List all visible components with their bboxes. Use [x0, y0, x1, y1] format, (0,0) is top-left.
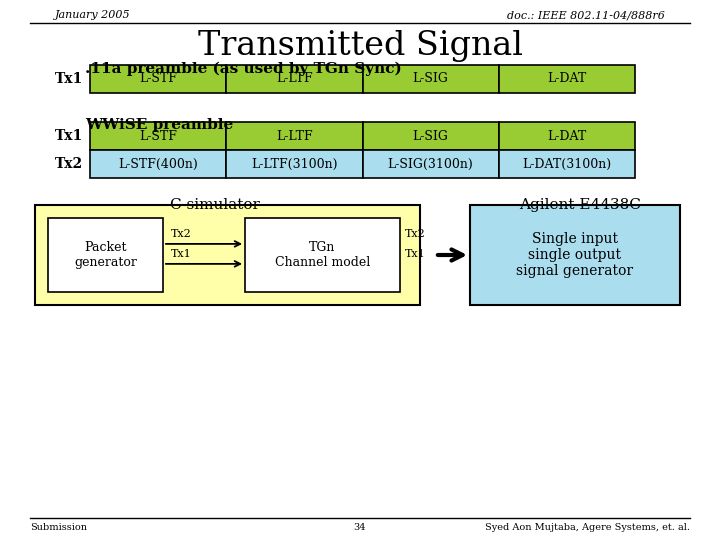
Text: L-DAT: L-DAT — [547, 130, 587, 143]
Text: L-DAT(3100n): L-DAT(3100n) — [522, 158, 611, 171]
Bar — [35, 205, 420, 305]
Bar — [90, 65, 226, 93]
Text: L-SIG: L-SIG — [413, 130, 449, 143]
Text: L-STF(400n): L-STF(400n) — [118, 158, 198, 171]
Text: doc.: IEEE 802.11-04/888r6: doc.: IEEE 802.11-04/888r6 — [507, 10, 665, 20]
Text: L-LTF: L-LTF — [276, 72, 312, 85]
Text: Tx2: Tx2 — [405, 229, 426, 239]
Text: WWiSE preamble: WWiSE preamble — [85, 118, 233, 132]
Text: January 2005: January 2005 — [55, 10, 130, 20]
Text: Tx2: Tx2 — [55, 157, 83, 171]
Bar — [362, 150, 499, 178]
Text: L-SIG: L-SIG — [413, 72, 449, 85]
Text: Syed Aon Mujtaba, Agere Systems, et. al.: Syed Aon Mujtaba, Agere Systems, et. al. — [485, 523, 690, 532]
Bar — [499, 65, 635, 93]
Bar — [362, 122, 499, 150]
Bar — [226, 65, 362, 93]
Text: Submission: Submission — [30, 523, 87, 532]
Text: L-LTF: L-LTF — [276, 130, 312, 143]
Text: Packet
generator: Packet generator — [74, 241, 137, 269]
Text: Agilent E4438C: Agilent E4438C — [519, 198, 641, 212]
Text: C simulator: C simulator — [170, 198, 260, 212]
Text: .11a preamble (as used by TGn Sync): .11a preamble (as used by TGn Sync) — [85, 62, 402, 76]
Text: Tx1: Tx1 — [171, 249, 192, 259]
Text: 34: 34 — [354, 523, 366, 532]
Text: L-STF: L-STF — [139, 130, 177, 143]
Text: Transmitted Signal: Transmitted Signal — [197, 30, 523, 62]
Text: Tx1: Tx1 — [55, 72, 84, 86]
Bar — [90, 150, 226, 178]
Text: Tx2: Tx2 — [171, 229, 192, 239]
Bar — [245, 218, 400, 292]
Bar — [499, 150, 635, 178]
Text: L-DAT: L-DAT — [547, 72, 587, 85]
Text: L-SIG(3100n): L-SIG(3100n) — [388, 158, 474, 171]
Bar — [499, 122, 635, 150]
Bar — [90, 122, 226, 150]
Text: Tx1: Tx1 — [405, 249, 426, 259]
Text: Tx1: Tx1 — [55, 129, 84, 143]
Text: L-LTF(3100n): L-LTF(3100n) — [251, 158, 338, 171]
Bar — [226, 122, 362, 150]
Bar — [226, 150, 362, 178]
Text: Single input
single output
signal generator: Single input single output signal genera… — [516, 232, 634, 278]
Text: L-STF: L-STF — [139, 72, 177, 85]
Bar — [48, 218, 163, 292]
Bar — [362, 65, 499, 93]
Text: TGn
Channel model: TGn Channel model — [275, 241, 370, 269]
Bar — [470, 205, 680, 305]
